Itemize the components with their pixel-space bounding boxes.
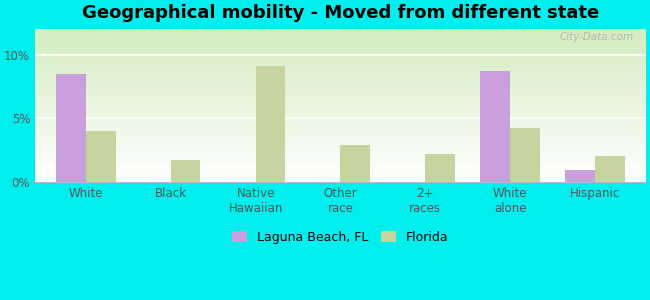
Title: Geographical mobility - Moved from different state: Geographical mobility - Moved from diffe… (82, 4, 599, 22)
Legend: Laguna Beach, FL, Florida: Laguna Beach, FL, Florida (232, 231, 448, 244)
Bar (171, 160, 200, 182)
Bar (341, 145, 370, 182)
Bar (255, 66, 285, 182)
Bar (425, 154, 455, 182)
Bar (86, 131, 116, 182)
Bar (566, 170, 595, 182)
Bar (57, 74, 86, 182)
Text: City-Data.com: City-Data.com (560, 32, 634, 42)
Bar (480, 71, 510, 182)
Bar (595, 157, 625, 182)
Bar (510, 128, 540, 182)
